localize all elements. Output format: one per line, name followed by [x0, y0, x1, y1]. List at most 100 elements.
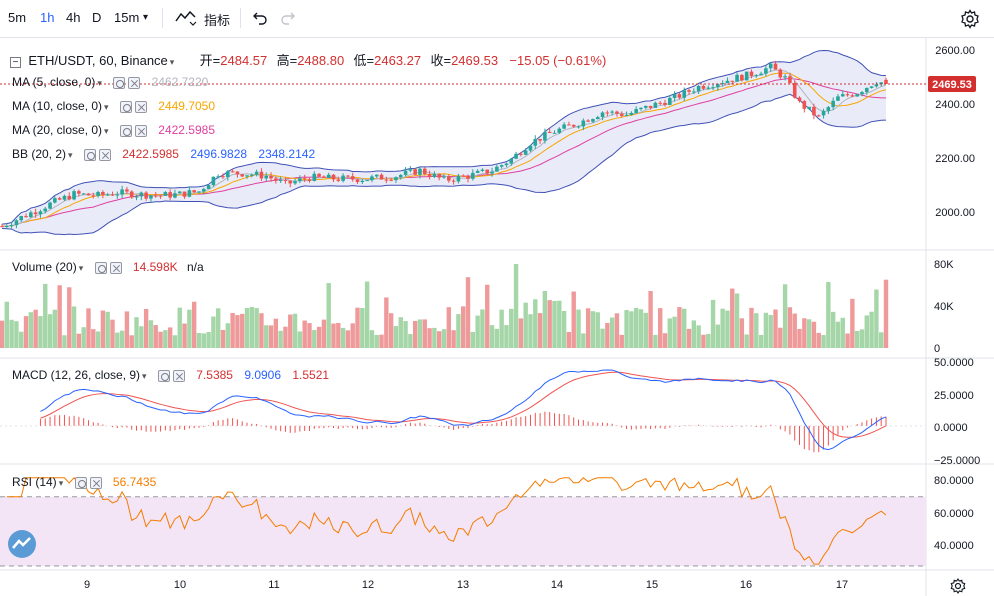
volume-bar	[302, 320, 307, 348]
volume-bar	[778, 327, 783, 348]
candle-body	[427, 174, 432, 177]
volume-bar	[264, 325, 269, 348]
ma10-label[interactable]: MA (10, close, 0)	[12, 99, 103, 113]
chart-area[interactable]: 2469.53 2600.00 2400.00 2200.00 2000.00 …	[0, 38, 994, 596]
volume-bar	[119, 330, 125, 348]
candle-body	[519, 153, 523, 155]
candle-body	[461, 175, 466, 177]
volume-bar	[806, 319, 812, 348]
candle-body	[754, 75, 759, 77]
volume-bar	[312, 330, 317, 348]
ma5-label[interactable]: MA (5, close, 0)	[12, 75, 96, 89]
visibility-eye-icon[interactable]	[157, 369, 170, 382]
candle-body	[514, 153, 518, 159]
candle-body	[845, 94, 850, 96]
settings-gear-icon[interactable]	[960, 9, 980, 32]
rsi-plot	[6, 476, 887, 565]
close-icon[interactable]	[89, 476, 102, 489]
candle-body	[567, 124, 571, 126]
chevron-down-icon[interactable]: ▾	[68, 150, 73, 160]
volume-bar	[379, 334, 384, 348]
candle-body	[105, 194, 110, 196]
volume-bar	[633, 307, 639, 348]
volume-bar	[292, 313, 298, 348]
volume-bar	[725, 310, 730, 348]
volume-label[interactable]: Volume (20)	[12, 260, 77, 274]
interval-1h[interactable]: 1h	[40, 10, 55, 25]
chevron-down-icon[interactable]: ▾	[104, 126, 109, 136]
volume-bar	[475, 315, 480, 348]
candle-body	[197, 191, 201, 193]
candle-body	[850, 95, 855, 97]
candle-body	[86, 193, 91, 196]
chart-type-icon[interactable]	[175, 8, 197, 29]
interval-dropdown-caret[interactable]: ▾	[143, 12, 149, 23]
chevron-down-icon[interactable]: ▾	[104, 102, 109, 112]
chart-canvas[interactable]: 2469.53 2600.00 2400.00 2200.00 2000.00 …	[0, 38, 994, 596]
volume-bar	[14, 321, 19, 348]
visibility-eye-icon[interactable]	[113, 76, 126, 89]
visibility-eye-icon[interactable]	[94, 261, 107, 274]
volume-bar	[609, 317, 615, 348]
rsi-value: 56.7435	[112, 475, 157, 489]
ohlc-open: 2484.57	[220, 53, 268, 68]
close-icon[interactable]	[109, 261, 122, 274]
volume-bar	[139, 326, 144, 348]
candle-body	[840, 94, 845, 97]
bb-label[interactable]: BB (20, 2)	[12, 147, 67, 161]
volume-bar	[388, 313, 394, 348]
candle-body	[43, 208, 48, 212]
candle-body	[403, 170, 408, 175]
ma20-label[interactable]: MA (20, close, 0)	[12, 123, 103, 137]
visibility-eye-icon[interactable]	[119, 124, 132, 137]
candle-body	[77, 191, 81, 194]
volume-legend: Volume (20) ▾ 14.598K n/a	[12, 260, 204, 274]
close-icon[interactable]	[134, 100, 147, 113]
volume-bar	[792, 313, 797, 348]
chevron-down-icon[interactable]: ▾	[97, 78, 102, 88]
last-price-label: 2469.53	[932, 79, 972, 91]
symbol-title[interactable]: ETH/USDT, 60, Binance	[28, 53, 168, 68]
chevron-down-icon[interactable]: ▾	[169, 57, 175, 67]
interval-d[interactable]: D	[92, 10, 102, 25]
macd-label[interactable]: MACD (12, 26, close, 9)	[12, 368, 141, 382]
candle-body	[855, 94, 859, 97]
volume-bar	[57, 285, 62, 348]
close-icon[interactable]	[172, 369, 185, 382]
volume-bar	[547, 300, 552, 348]
close-icon[interactable]	[134, 124, 147, 137]
tradingview-logo-icon	[8, 530, 36, 558]
interval-5m[interactable]: 5m	[8, 10, 27, 25]
volume-bar	[206, 332, 211, 348]
visibility-eye-icon[interactable]	[74, 476, 87, 489]
interval-15m[interactable]: 15m	[114, 10, 140, 25]
volume-bar	[288, 314, 293, 348]
candle-body	[696, 85, 701, 92]
redo-icon[interactable]	[280, 10, 296, 29]
candle-body	[211, 176, 216, 186]
candle-body	[437, 174, 441, 178]
chevron-down-icon[interactable]: ▾	[58, 478, 64, 488]
axis-settings-icon[interactable]	[950, 577, 966, 595]
chevron-down-icon[interactable]: ▾	[78, 263, 84, 273]
collapse-legend-icon[interactable]: −	[10, 57, 21, 68]
rsi-label[interactable]: RSI (14)	[12, 475, 57, 489]
candle-body	[293, 181, 297, 184]
candle-body	[836, 96, 840, 101]
close-icon[interactable]	[98, 148, 111, 161]
candle-body	[543, 131, 547, 141]
candle-body	[230, 171, 235, 173]
volume-bar	[590, 311, 596, 348]
last-price-label-bg	[928, 76, 976, 93]
close-icon[interactable]	[128, 76, 141, 89]
volume-bar	[826, 282, 831, 348]
visibility-eye-icon[interactable]	[83, 148, 96, 161]
interval-4h[interactable]: 4h	[66, 10, 81, 25]
macd-hist-value: 7.5385	[196, 368, 233, 382]
undo-icon[interactable]	[252, 10, 268, 29]
indicators-button[interactable]: 指标	[204, 13, 231, 28]
visibility-eye-icon[interactable]	[119, 100, 132, 113]
volume-bar	[619, 334, 624, 348]
chevron-down-icon[interactable]: ▾	[142, 371, 147, 381]
candle-body	[485, 169, 490, 174]
